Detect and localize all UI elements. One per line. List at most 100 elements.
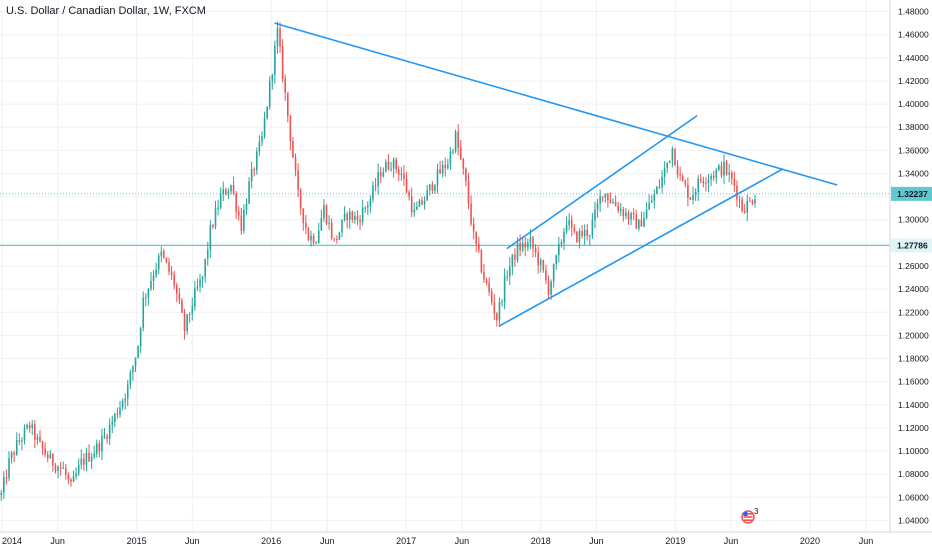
candle-body [320, 218, 323, 231]
price-tick-label: 1.46000 [898, 30, 929, 40]
time-tick-label: 2020 [800, 536, 820, 546]
candle-body [687, 184, 689, 198]
candle-body [132, 366, 134, 373]
candle-body [519, 243, 521, 251]
candle-body [227, 191, 230, 195]
candle-body [372, 185, 374, 200]
trendline[interactable] [274, 22, 838, 186]
candle-body [599, 196, 601, 204]
candle-body [338, 232, 341, 240]
candle-body [336, 239, 338, 241]
candle-body [88, 452, 90, 462]
candle-body [586, 229, 589, 237]
candle-body [459, 147, 462, 159]
candle-body [258, 141, 261, 152]
candle-body [191, 306, 194, 314]
candle-body [632, 213, 635, 215]
flag-stripe [743, 516, 753, 518]
candle-body [34, 424, 36, 440]
candle-body [67, 474, 70, 480]
candle-body [8, 458, 10, 478]
candle-body [583, 229, 586, 237]
candle-body [230, 185, 232, 192]
event-flag[interactable]: 3 [741, 507, 759, 524]
time-axis[interactable]: 2014 Jun 2015 Jun 2016 Jun 2017 Jun 2018 Jun 2019 J… [2, 536, 873, 546]
candle-body [199, 279, 201, 287]
candle-body [405, 178, 408, 193]
candle-body [537, 252, 539, 266]
candle-body [364, 207, 367, 209]
trendlines[interactable] [274, 22, 838, 327]
candle-body [72, 476, 75, 482]
candle-body [111, 421, 114, 425]
candle-body [645, 209, 648, 218]
candle-body [212, 225, 214, 227]
candle-body [462, 158, 465, 169]
candle-body [121, 400, 124, 408]
candle-body [385, 161, 387, 172]
trendline[interactable] [498, 168, 784, 327]
candle-body [297, 170, 299, 190]
candle-body [119, 407, 121, 415]
trendline[interactable] [506, 114, 698, 250]
candle-body [103, 435, 106, 437]
candle-body [619, 209, 622, 211]
candle-body [661, 176, 663, 188]
candle-body [276, 28, 279, 46]
candle-body [173, 274, 176, 286]
candle-body [235, 193, 237, 212]
candle-body [98, 443, 101, 451]
candle-body [13, 452, 15, 455]
candle-body [281, 46, 284, 80]
price-labels: 1.32237 1.27786 [891, 186, 932, 253]
candle-body [369, 199, 372, 206]
price-tick-label: 1.20000 [898, 330, 929, 340]
candle-body [472, 223, 475, 232]
candle-body [49, 454, 52, 459]
candle-body [284, 79, 287, 93]
candle-body [137, 346, 139, 358]
candle-body [648, 202, 650, 210]
event-count: 3 [754, 507, 759, 516]
candle-body [292, 141, 294, 158]
candle-body [705, 183, 707, 185]
candle-body [201, 276, 204, 280]
price-tick-label: 1.10000 [898, 446, 929, 456]
candle-body [565, 225, 568, 232]
candle-body [434, 185, 436, 191]
candle-body [341, 219, 343, 233]
candle-body [746, 200, 749, 213]
price-axis-panel[interactable] [890, 0, 932, 550]
candle-body [741, 199, 743, 212]
candle-body [80, 458, 83, 465]
candle-body [75, 473, 77, 477]
candle-body [439, 169, 441, 174]
candle-body [279, 28, 281, 47]
candle-body [354, 216, 356, 220]
price-tick-label: 1.44000 [898, 53, 929, 63]
candle-body [511, 254, 514, 267]
price-axis[interactable]: 1.04000 1.06000 1.08000 1.10000 1.12000 1.140… [898, 7, 929, 526]
candle-body [188, 313, 191, 315]
candle-body [483, 272, 485, 280]
flag-stripe [743, 513, 753, 515]
time-tick-label: 2019 [665, 536, 685, 546]
candle-body [467, 181, 470, 204]
candle-body [475, 231, 478, 244]
candle-body [346, 213, 348, 221]
candle-body [625, 212, 627, 217]
candle-body [348, 211, 351, 221]
candle-body [715, 169, 718, 178]
candle-body [222, 189, 225, 194]
candle-body [152, 275, 155, 282]
candle-body [271, 74, 274, 81]
candle-body [506, 276, 508, 278]
candle-body [542, 260, 545, 271]
candle-body [186, 314, 188, 331]
candle-body [101, 436, 103, 451]
candle-body [356, 216, 359, 221]
candle-body [333, 238, 336, 240]
candle-body [351, 211, 354, 220]
candle-body [718, 165, 720, 170]
